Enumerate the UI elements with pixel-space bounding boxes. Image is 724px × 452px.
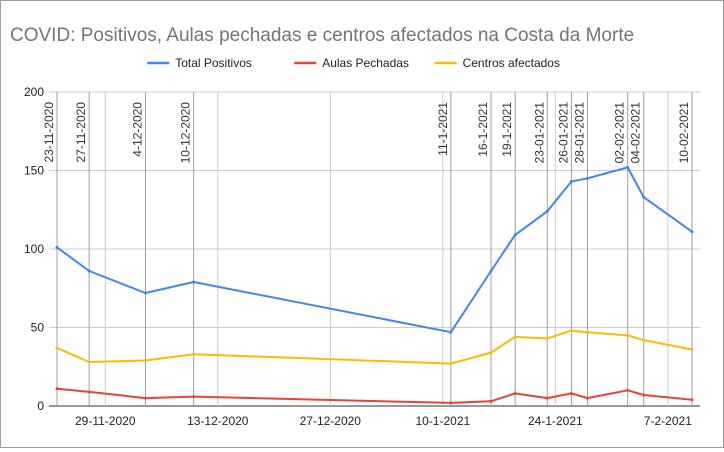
data-point [449,330,453,334]
data-point [626,333,630,337]
series-line-3 [56,329,693,365]
date-annotation: 4-12-2020 [130,102,144,157]
x-axis-ticks: 29-11-2020 13-12-2020 27-12-2020 10-1-2021 2… [75,414,692,428]
data-point [449,401,453,405]
data-point [489,351,493,355]
data-point [513,335,517,339]
y-tick-label: 150 [24,164,44,178]
date-annotation: 23-11-2020 [42,102,56,163]
legend-label: Total Positivos [175,56,252,70]
date-annotation: 26-01-2021 [556,102,570,164]
date-annotation: 27-11-2020 [74,102,88,163]
data-point [642,393,646,397]
date-annotation: 04-02-2021 [629,102,643,164]
gridlines [49,91,700,407]
data-point [585,176,589,180]
data-point [55,387,59,391]
data-point [87,269,91,273]
data-point [192,352,196,356]
chart-title: COVID: Positivos, Aulas pechadas e centr… [10,25,634,46]
data-point [585,396,589,400]
data-point [545,336,549,340]
data-point [87,390,91,394]
data-point [55,245,59,249]
date-annotation: 02-02-2021 [613,102,627,164]
legend-label: Aulas Pechadas [322,56,409,70]
data-point [569,179,573,183]
data-point [690,230,694,234]
data-point [690,347,694,351]
data-point [143,396,147,400]
x-tick-label: 7-2-2021 [644,414,692,428]
data-point [513,233,517,237]
legend-label: Centros afectados [463,56,560,70]
data-point [55,346,59,350]
x-tick-label: 10-1-2021 [415,414,470,428]
data-point [626,165,630,169]
date-annotation: 28-01-2021 [572,102,586,164]
data-point [642,195,646,199]
x-tick-label: 13-12-2020 [187,414,249,428]
data-point [569,329,573,333]
series-line-1 [56,166,693,334]
data-point [143,291,147,295]
data-point [585,330,589,334]
data-point [513,391,517,395]
data-point [545,209,549,213]
y-axis-ticks: 0 50 100 150 200 [24,85,44,413]
date-annotation: 11-1-2021 [436,102,450,156]
date-annotation: 10-02-2021 [677,102,691,164]
data-point [192,395,196,399]
data-point [626,388,630,392]
y-tick-label: 0 [37,399,44,413]
series-lines [55,165,694,405]
date-annotation: 19-1-2021 [500,102,514,157]
date-annotation: 16-1-2021 [476,102,490,157]
y-tick-label: 200 [24,85,44,99]
legend: Total Positivos Aulas Pechadas Centros afe… [147,56,560,70]
y-tick-label: 100 [24,242,44,256]
data-point [449,362,453,366]
data-point [87,360,91,364]
data-point [569,391,573,395]
date-annotation: 23-01-2021 [532,102,546,164]
data-point [192,280,196,284]
data-point [489,269,493,273]
x-tick-label: 29-11-2020 [75,414,136,428]
data-point [489,399,493,403]
date-annotations: 23-11-2020 27-11-2020 4-12-2020 10-12-2020 1… [42,102,691,164]
data-point [642,338,646,342]
x-tick-label: 24-1-2021 [528,414,583,428]
date-annotation: 10-12-2020 [179,102,193,164]
series-line-2 [56,387,693,404]
data-point [690,398,694,402]
y-tick-label: 50 [31,321,45,335]
data-point [143,358,147,362]
x-tick-label: 27-12-2020 [300,414,362,428]
data-point [545,396,549,400]
